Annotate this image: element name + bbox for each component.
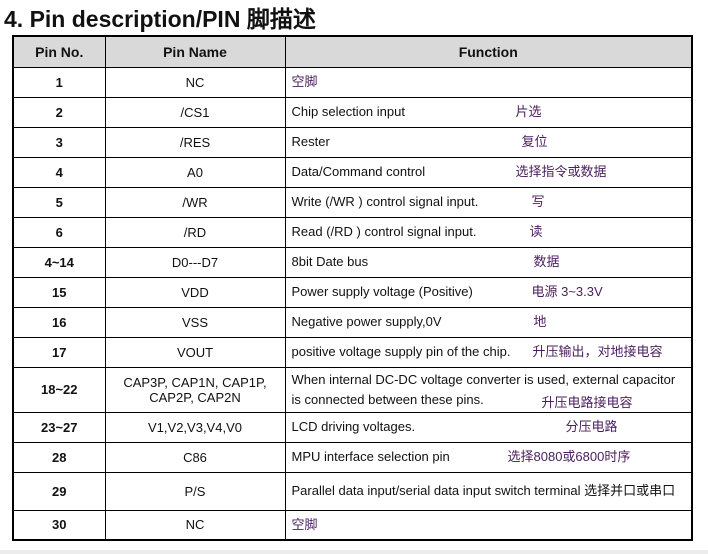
table-row: 5/WR Write (/WR ) control signal input. 写 — [12, 186, 693, 218]
table-row: 15 VDD Power supply voltage (Positive) 电源 3… — [12, 276, 693, 308]
pin-number: 29 — [12, 471, 106, 511]
pin-name: /CS1 — [104, 96, 286, 128]
table-row: 18~22 CAP3P, CAP1N, CAP1P, CAP2P, CAP2N Wh… — [12, 366, 693, 413]
header-pin-no: Pin No. — [12, 35, 106, 68]
table-row: 2/CS1 Chip selection input 片选 — [12, 96, 693, 128]
pin-name: VOUT — [104, 336, 286, 368]
function-cell: Write (/WR ) control signal input. 写 — [284, 186, 693, 218]
function-chinese: 数据 — [533, 254, 560, 269]
table-row: 28 C86 MPU interface selection pin 选择8080或6… — [12, 441, 693, 473]
function-text: 8bit Date bus — [291, 254, 369, 269]
function-text: When internal DC-DC voltage converter is… — [291, 371, 676, 407]
function-text: Power supply voltage (Positive) — [291, 284, 473, 299]
header-function: Function — [284, 35, 693, 68]
table-row: 16 VSS Negative power supply,0V 地 — [12, 306, 693, 338]
function-chinese: 选择8080或6800时序 — [507, 449, 631, 464]
pin-name: A0 — [104, 156, 286, 188]
table-row: 29 P/S Parallel data input/serial data inp… — [12, 471, 693, 511]
pin-name: CAP3P, CAP1N, CAP1P, CAP2P, CAP2N — [104, 366, 286, 413]
function-text: MPU interface selection pin — [291, 449, 450, 464]
pin-number: 17 — [12, 336, 106, 368]
function-chinese: 地 — [533, 314, 547, 329]
function-chinese: 写 — [531, 194, 545, 209]
table-row: 17 VOUT positive voltage supply pin of the… — [12, 336, 693, 368]
pin-number: 4 — [12, 156, 106, 188]
function-cell: Chip selection input 片选 — [284, 96, 693, 128]
function-chinese: 升压电路接电容 — [535, 394, 633, 411]
table-row: 6/RD Read (/RD ) control signal input. 读 — [12, 216, 693, 248]
pin-name: VDD — [104, 276, 286, 308]
pin-number: 5 — [12, 186, 106, 218]
pin-name: NC — [104, 509, 286, 541]
table-row: 4 A0 Data/Command control 选择指令或数据 — [12, 156, 693, 188]
function-chinese: 电源 3~3.3V — [531, 284, 603, 299]
function-text: positive voltage supply pin of the chip. — [291, 344, 511, 359]
table-header: Pin No. Pin Name Function — [12, 35, 693, 68]
table-row: 4~14 D0---D7 8bit Date bus 数据 — [12, 246, 693, 278]
function-chinese: 复位 — [521, 134, 548, 149]
pin-number: 15 — [12, 276, 106, 308]
function-cell: 空脚 — [284, 509, 693, 541]
pin-number: 6 — [12, 216, 106, 248]
pin-number: 18~22 — [12, 366, 106, 413]
pin-name: D0---D7 — [104, 246, 286, 278]
pin-name: C86 — [104, 441, 286, 473]
function-cell: When internal DC-DC voltage converter is… — [284, 366, 693, 413]
function-cell: Parallel data input/serial data input sw… — [284, 471, 693, 511]
pin-name: /RES — [104, 126, 286, 158]
function-chinese: 空脚 — [291, 74, 318, 89]
table-row: 3/RES Rester 复位 — [12, 126, 693, 158]
pin-name: /WR — [104, 186, 286, 218]
function-cell: Data/Command control 选择指令或数据 — [284, 156, 693, 188]
function-chinese: 选择指令或数据 — [515, 164, 607, 179]
table-row: 30 NC 空脚 — [12, 509, 693, 541]
pin-number: 30 — [12, 509, 106, 541]
header-pin-name: Pin Name — [104, 35, 286, 68]
function-chinese: 升压输出，对地接电容 — [532, 344, 663, 359]
pin-number: 2 — [12, 96, 106, 128]
function-cell: 空脚 — [284, 66, 693, 98]
function-chinese: 空脚 — [291, 516, 318, 532]
section-title: 4. Pin description/PIN 脚描述 — [4, 6, 316, 32]
function-cell: MPU interface selection pin 选择8080或6800时序 — [284, 441, 693, 473]
pin-name: VSS — [104, 306, 286, 338]
pin-number: 23~27 — [12, 411, 106, 443]
table-row: 1 NC 空脚 — [12, 66, 693, 98]
table-row: 23~27 V1,V2,V3,V4,V0 LCD driving voltages.… — [12, 411, 693, 443]
function-text: Write (/WR ) control signal input. — [291, 194, 479, 209]
function-chinese: 分压电路 — [565, 419, 618, 434]
pin-name: /RD — [104, 216, 286, 248]
function-text: LCD driving voltages. — [291, 419, 416, 434]
pin-name: P/S — [104, 471, 286, 511]
pin-name: V1,V2,V3,V4,V0 — [104, 411, 286, 443]
function-cell: Negative power supply,0V 地 — [284, 306, 693, 338]
function-cell: Power supply voltage (Positive) 电源 3~3.3V — [284, 276, 693, 308]
pin-table: Pin No. Pin Name Function 1 NC 空脚 2/CS1 Chip… — [12, 35, 693, 541]
function-text: Chip selection input — [291, 104, 405, 119]
page-bottom-edge — [0, 550, 708, 554]
function-text: Read (/RD ) control signal input. — [291, 224, 477, 239]
function-chinese: 片选 — [515, 104, 542, 119]
function-cell: positive voltage supply pin of the chip.… — [284, 336, 693, 368]
pin-number: 4~14 — [12, 246, 106, 278]
pin-number: 1 — [12, 66, 106, 98]
function-text: Rester — [291, 134, 330, 149]
function-text: Parallel data input/serial data input sw… — [291, 483, 676, 498]
function-cell: 8bit Date bus 数据 — [284, 246, 693, 278]
function-cell: Read (/RD ) control signal input. 读 — [284, 216, 693, 248]
pin-number: 28 — [12, 441, 106, 473]
function-text: Negative power supply,0V — [291, 314, 442, 329]
function-cell: Rester 复位 — [284, 126, 693, 158]
pin-number: 16 — [12, 306, 106, 338]
function-text: Data/Command control — [291, 164, 426, 179]
function-cell: LCD driving voltages. 分压电路 — [284, 411, 693, 443]
pin-name: NC — [104, 66, 286, 98]
pin-number: 3 — [12, 126, 106, 158]
function-chinese: 读 — [529, 224, 543, 239]
